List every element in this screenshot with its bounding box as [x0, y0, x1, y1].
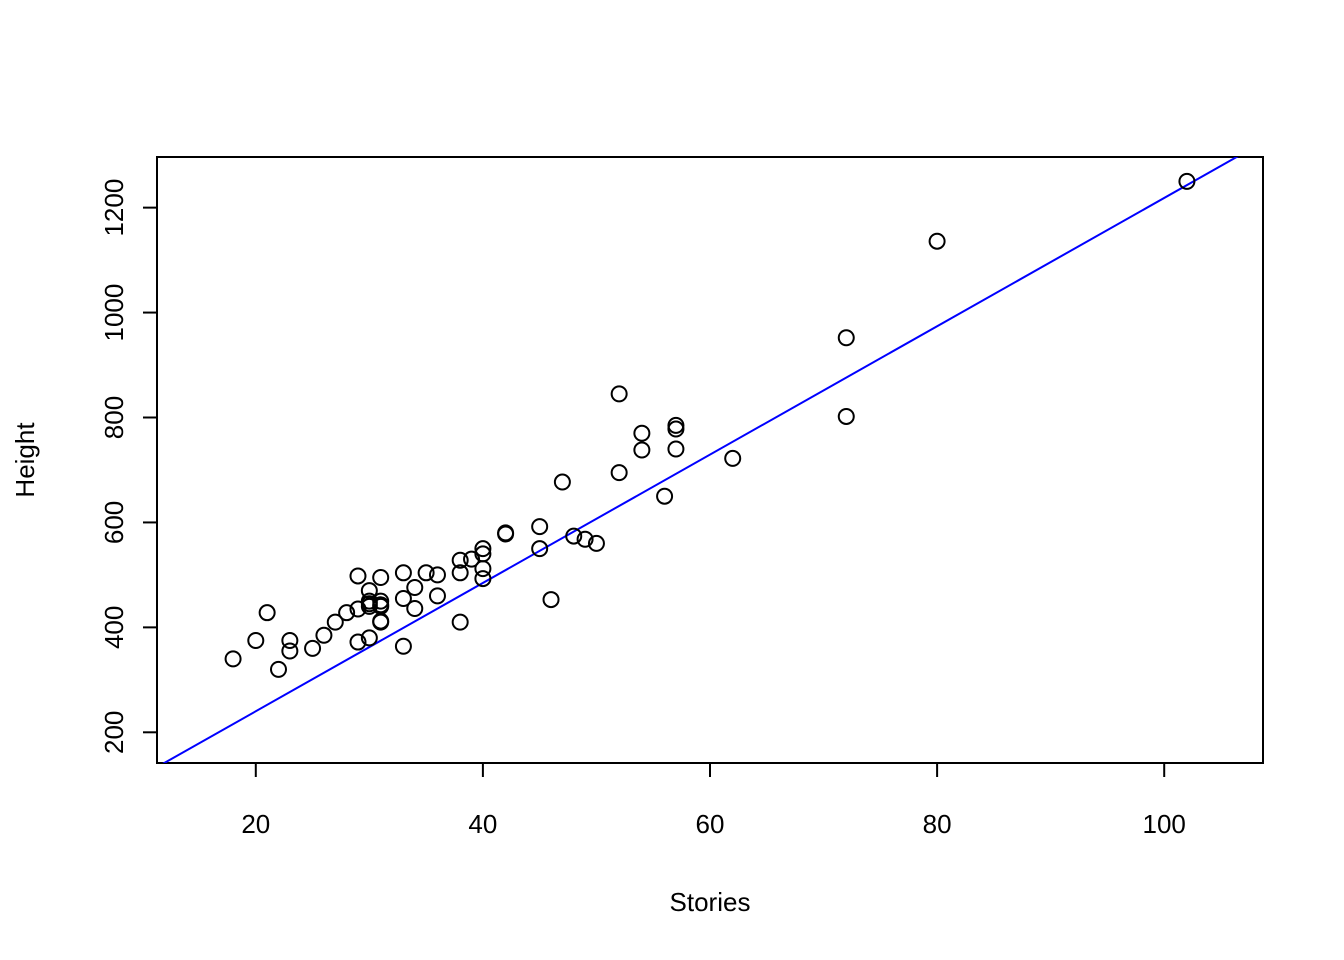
x-tick-label: 60: [696, 809, 725, 839]
data-point: [281, 642, 299, 660]
data-point: [497, 525, 515, 543]
data-point: [667, 416, 685, 434]
data-point: [349, 633, 367, 651]
y-tick-label: 800: [99, 396, 129, 439]
data-point: [667, 420, 685, 438]
data-point: [372, 596, 390, 614]
data-point: [451, 564, 469, 582]
x-tick-label: 100: [1143, 809, 1186, 839]
y-tick-label: 1200: [99, 179, 129, 237]
data-point: [372, 613, 390, 631]
data-point: [394, 637, 412, 655]
data-point: [338, 604, 356, 622]
data-point: [349, 567, 367, 585]
data-point: [553, 473, 571, 491]
data-point: [394, 564, 412, 582]
y-tick-label: 200: [99, 711, 129, 754]
data-point: [565, 527, 583, 545]
regression-line-layer: [162, 157, 1239, 763]
data-point: [270, 660, 288, 678]
data-point: [304, 639, 322, 657]
y-tick-label: 1000: [99, 284, 129, 342]
data-point: [610, 464, 628, 482]
data-point: [656, 487, 674, 505]
data-point: [531, 518, 549, 536]
y-tick-label: 400: [99, 606, 129, 649]
data-point: [474, 540, 492, 558]
data-point: [281, 631, 299, 649]
regression-line: [162, 157, 1239, 763]
data-point: [406, 578, 424, 596]
data-points: [224, 172, 1196, 678]
data-point: [372, 569, 390, 587]
data-point: [326, 613, 344, 631]
data-point: [531, 540, 549, 558]
data-point: [633, 424, 651, 442]
y-axis: 200 400 600 800 1000 1200: [99, 179, 158, 754]
data-point: [474, 545, 492, 563]
data-point: [247, 631, 265, 649]
data-point: [542, 591, 560, 609]
data-point: [258, 604, 276, 622]
x-tick-label: 40: [468, 809, 497, 839]
data-point: [474, 570, 492, 588]
data-point: [667, 440, 685, 458]
data-point: [451, 613, 469, 631]
data-point: [837, 407, 855, 425]
data-point: [837, 329, 855, 347]
data-point: [224, 650, 242, 668]
x-axis: 20 40 60 80 100: [241, 762, 1186, 839]
data-point: [1178, 172, 1196, 190]
data-point: [724, 449, 742, 467]
y-tick-label: 600: [99, 501, 129, 544]
x-tick-label: 20: [241, 809, 270, 839]
data-point: [428, 566, 446, 584]
x-axis-label: Stories: [670, 887, 751, 917]
data-point: [394, 590, 412, 608]
x-tick-label: 80: [923, 809, 952, 839]
plot-frame: [156, 156, 1264, 764]
data-point: [633, 441, 651, 459]
data-point: [360, 629, 378, 647]
data-point: [451, 551, 469, 569]
data-point: [587, 534, 605, 552]
data-point: [417, 564, 435, 582]
data-point: [428, 587, 446, 605]
data-point: [406, 599, 424, 617]
y-axis-label: Height: [10, 422, 40, 498]
data-point: [315, 626, 333, 644]
data-point: [360, 595, 378, 613]
data-point: [928, 232, 946, 250]
data-point: [576, 530, 594, 548]
data-point: [610, 385, 628, 403]
